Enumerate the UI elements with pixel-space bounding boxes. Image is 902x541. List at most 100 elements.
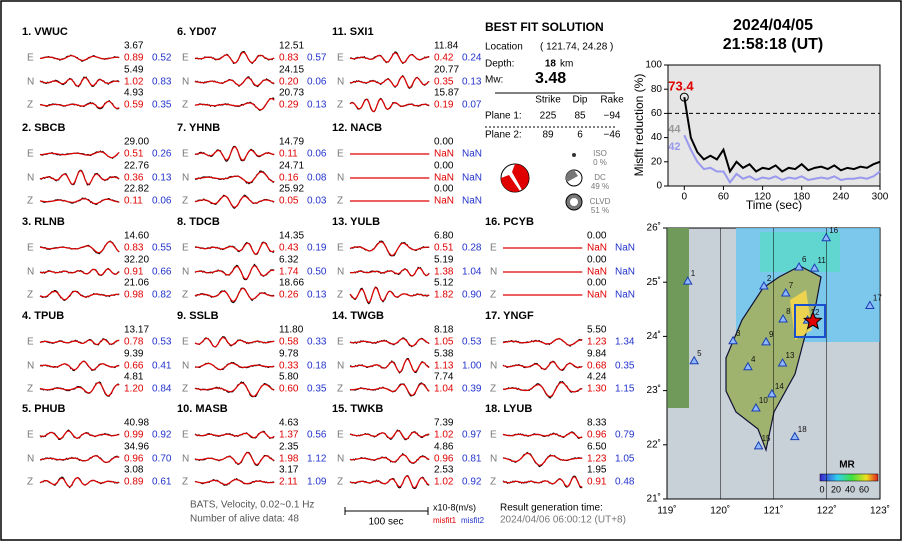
station-title: 9. SSLB <box>177 310 219 322</box>
component-label: Z <box>337 384 343 395</box>
amplitude: 0.00 <box>587 231 607 242</box>
misfit1: 1.02 <box>434 477 454 488</box>
component-label: N <box>337 77 344 88</box>
amplitude: 22.82 <box>124 184 149 195</box>
misfit2: 0.79 <box>615 430 635 441</box>
amplitude: 5.80 <box>279 372 299 383</box>
misfit1: 0.05 <box>279 196 299 207</box>
misfit2: 0.55 <box>152 243 172 254</box>
misfit2: 0.18 <box>307 361 327 372</box>
misfit1: NaN <box>434 149 454 160</box>
amplitude: 4.81 <box>124 372 144 383</box>
misfit1: 1.04 <box>434 384 454 395</box>
station-number: 1 <box>691 269 696 278</box>
misfit2: 0.07 <box>462 100 482 111</box>
source: BATS, Velocity, 0.02~0.1 Hz <box>190 500 314 511</box>
station-number: 5 <box>697 349 702 358</box>
amplitude: 2.35 <box>279 442 299 453</box>
station-marker <box>761 336 771 346</box>
y-tick-label: 60 <box>651 108 663 119</box>
station-title: 16. PCYB <box>485 216 534 228</box>
misfit1: 1.05 <box>434 337 454 348</box>
table-cell: 85 <box>574 111 586 122</box>
component-label: N <box>182 267 189 278</box>
misfit2: 0.56 <box>307 430 327 441</box>
amplitude: 4.93 <box>124 88 144 99</box>
component-label: E <box>337 243 344 254</box>
misfit1: 2.11 <box>279 477 298 488</box>
component-name: CLVD <box>590 197 611 206</box>
misfit1: 1.98 <box>279 454 299 465</box>
synthetic-trace <box>39 338 120 346</box>
misfit1: NaN <box>587 243 607 254</box>
amplitude: 25.92 <box>279 184 304 195</box>
component-value: 0 % <box>593 158 607 167</box>
misfit2: 0.52 <box>152 53 172 64</box>
station-title: 8. TDCB <box>177 216 220 228</box>
synthetic-trace <box>194 431 275 439</box>
station-marker <box>682 276 693 285</box>
colorbar <box>819 473 879 482</box>
synthetic-trace <box>194 336 275 348</box>
synthetic-trace <box>39 76 120 87</box>
misfit2: 1.09 <box>307 477 327 488</box>
station-number: 10 <box>759 396 768 405</box>
colorbar-label: 40 <box>845 484 855 494</box>
location-label: Location <box>485 42 523 53</box>
misfit1: 0.51 <box>124 149 144 160</box>
synthetic-trace <box>39 198 120 205</box>
map-y-label: 21˚ <box>647 493 661 505</box>
component-label: E <box>337 337 344 348</box>
amplitude: 4.24 <box>587 372 607 383</box>
misfit2: 0.13 <box>152 173 172 184</box>
misfit1: 0.96 <box>434 454 454 465</box>
amplitude: 29.00 <box>124 137 149 148</box>
amplitude: 12.51 <box>279 41 304 52</box>
misfit2: 0.13 <box>307 100 327 111</box>
station-title: 10. MASB <box>177 403 228 415</box>
misfit1: 1.74 <box>279 267 299 278</box>
station-number: 4 <box>751 355 756 364</box>
station-number: 16 <box>829 226 838 235</box>
station-number: 14 <box>775 382 784 391</box>
station-title: 12. NACB <box>332 122 382 134</box>
component-label: Z <box>490 290 496 301</box>
misfit2: 0.26 <box>152 149 172 160</box>
component-label: N <box>182 454 189 465</box>
station-number: 13 <box>786 351 795 360</box>
synthetic-trace <box>502 431 583 439</box>
y-tick-label: 80 <box>651 84 663 95</box>
station-marker <box>821 232 832 242</box>
station-title: 2. SBCB <box>22 122 65 134</box>
table-header: Rake <box>600 95 624 106</box>
beachball <box>500 163 530 193</box>
station-number: 12 <box>811 308 820 317</box>
misfit2: 0.08 <box>307 173 327 184</box>
misfit2: NaN <box>615 267 635 278</box>
misfit2: 0.06 <box>152 196 172 207</box>
x-axis-label: Time (sec) <box>746 198 802 212</box>
synthetic-trace <box>194 51 275 64</box>
amplitude: 0.00 <box>587 255 607 266</box>
misfit2: 0.06 <box>307 149 327 160</box>
synthetic-trace <box>349 98 430 113</box>
synthetic-trace <box>195 171 275 184</box>
misfit1: 0.36 <box>124 173 144 184</box>
depth-label: Depth: <box>485 59 514 70</box>
misfit1: 0.29 <box>279 100 299 111</box>
station-title: 5. PHUB <box>22 403 65 415</box>
station-marker <box>865 300 875 310</box>
component-label: E <box>182 53 189 64</box>
station-number: 9 <box>769 330 774 339</box>
component-label: N <box>490 361 497 372</box>
synthetic-trace <box>194 478 275 486</box>
misfit1: 0.91 <box>124 267 144 278</box>
station-marker <box>767 388 777 398</box>
station-number: 3 <box>736 329 741 338</box>
synthetic-trace <box>39 381 120 397</box>
colorbar-title: MR <box>839 460 855 471</box>
annotation: 44 <box>668 124 681 136</box>
synthetic-trace <box>349 52 430 64</box>
component-name: DC <box>594 173 606 182</box>
